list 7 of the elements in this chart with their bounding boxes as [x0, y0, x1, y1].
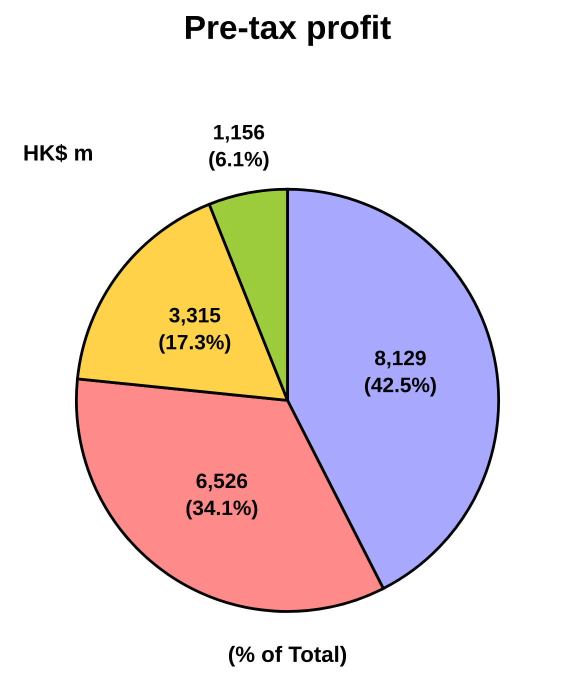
chart-title: Pre-tax profit — [186, 14, 391, 46]
text: HK$ m — [24, 144, 92, 162]
text: (% of Total) — [228, 646, 346, 667]
data-label: 1,156 (6.1%) — [209, 124, 269, 171]
data-label: 6,526 (34.1%) — [186, 474, 258, 520]
data-label: 3,315 (17.3%) — [159, 308, 230, 354]
data-label: 8,129 (42.5%) — [364, 350, 436, 396]
